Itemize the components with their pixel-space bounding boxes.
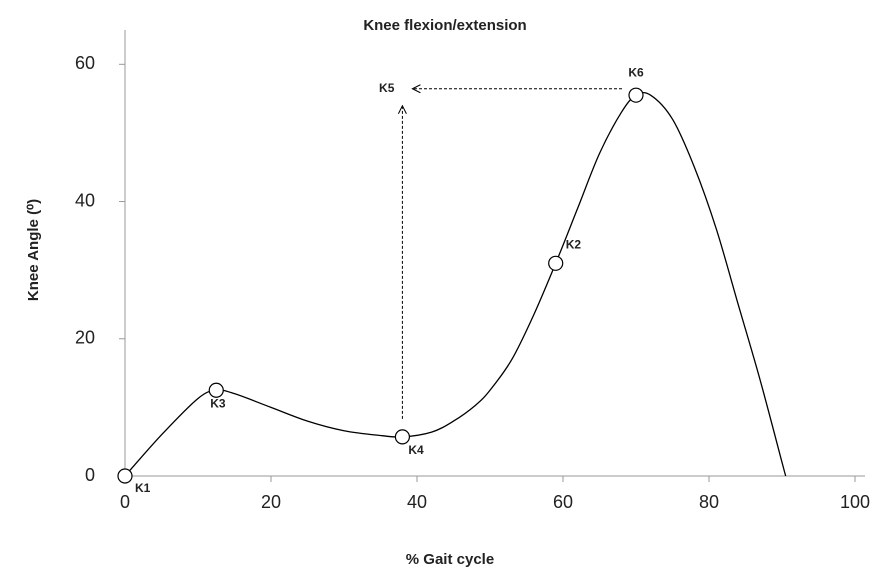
y-tick-label: 20 (75, 328, 95, 348)
x-tick-label: 80 (699, 492, 719, 512)
y-tick-label: 0 (85, 465, 95, 485)
x-tick-label: 40 (407, 492, 427, 512)
y-tick-label: 60 (75, 53, 95, 73)
y-axis-label: Knee Angle (⁰) (25, 199, 42, 301)
x-tick-label: 60 (553, 492, 573, 512)
annotation: K3 (210, 396, 226, 410)
key-point (548, 255, 564, 271)
key-point (117, 468, 133, 484)
key-point (628, 87, 644, 103)
x-axis-label: % Gait cycle (406, 551, 494, 568)
annotation: K5 (379, 81, 395, 95)
key-point (208, 382, 224, 398)
chart-title: Knee flexion/extension (363, 17, 526, 34)
annotation: K4 (408, 443, 424, 457)
annotation: K6 (628, 65, 644, 79)
annotation: K2 (566, 237, 582, 251)
x-tick-label: 0 (120, 492, 130, 512)
data-line (124, 91, 787, 477)
x-tick-label: 100 (840, 492, 870, 512)
key-point (394, 429, 410, 445)
annotation: K1 (135, 481, 151, 495)
x-tick-label: 20 (261, 492, 281, 512)
y-tick-label: 40 (75, 190, 95, 210)
